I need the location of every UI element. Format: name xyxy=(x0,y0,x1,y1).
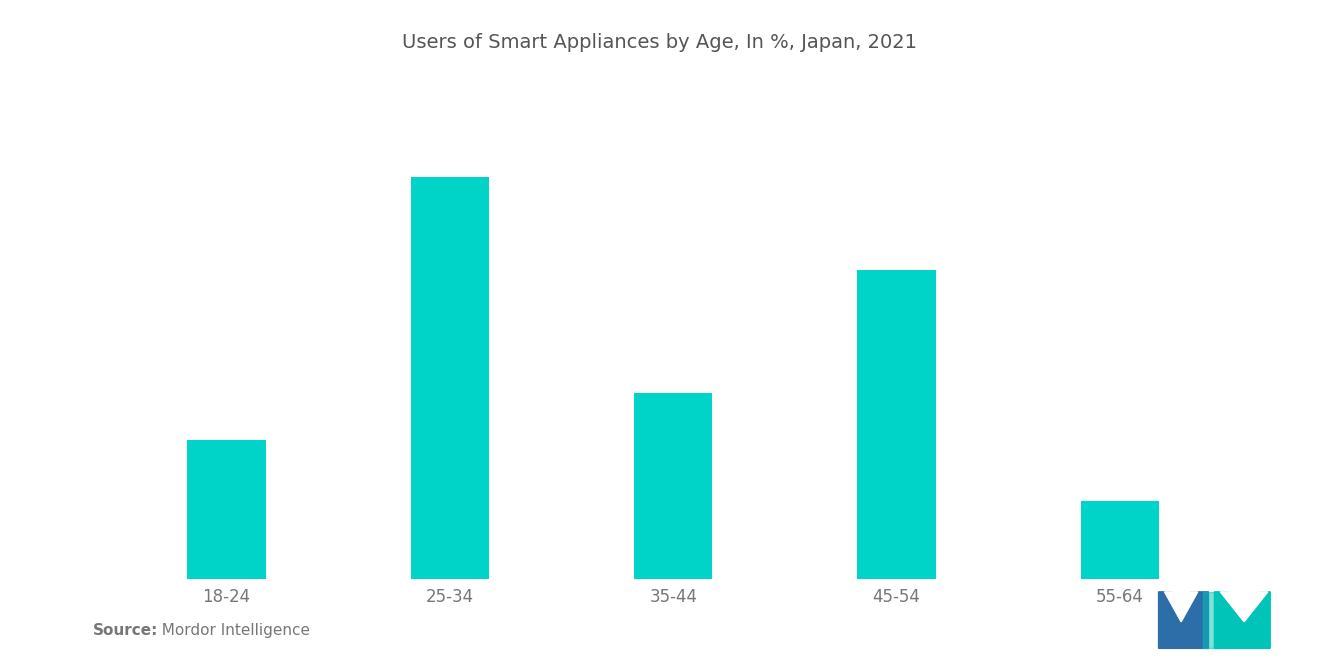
Polygon shape xyxy=(1214,592,1270,648)
Text: Source:: Source: xyxy=(92,623,158,638)
Bar xyxy=(1081,501,1159,579)
Polygon shape xyxy=(1159,592,1209,648)
Bar xyxy=(187,440,265,579)
Bar xyxy=(634,393,713,579)
Polygon shape xyxy=(1164,592,1197,622)
Bar xyxy=(858,269,936,579)
Polygon shape xyxy=(1203,592,1220,648)
Bar xyxy=(411,177,488,579)
Polygon shape xyxy=(1220,592,1267,622)
Text: Mordor Intelligence: Mordor Intelligence xyxy=(152,623,310,638)
Text: Users of Smart Appliances by Age, In %, Japan, 2021: Users of Smart Appliances by Age, In %, … xyxy=(403,33,917,53)
